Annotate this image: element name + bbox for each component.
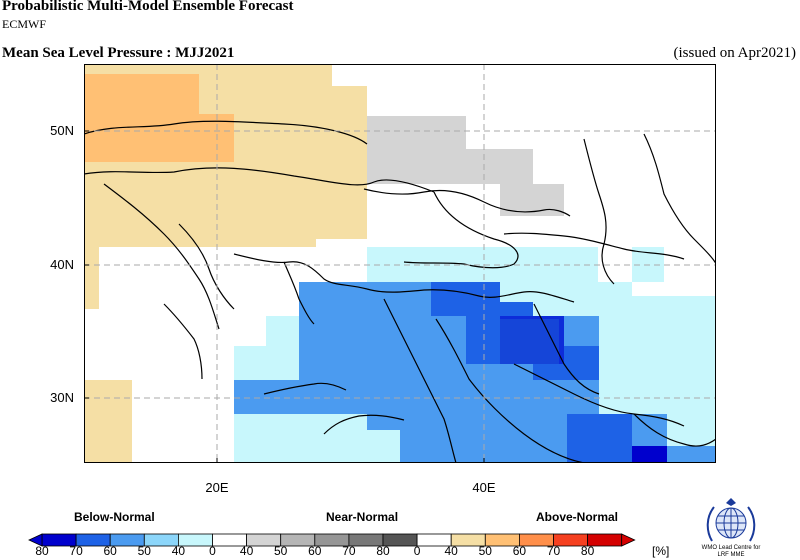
legend-tick-label: 50: [478, 544, 492, 558]
legend-below-normal-label: Below-Normal: [74, 510, 155, 524]
legend-tick-label: 40: [171, 544, 186, 558]
colorbar-right-arrow: [621, 533, 636, 547]
forecast-map: [84, 64, 716, 463]
field-period-title: Mean Sea Level Pressure : MJJ2021: [2, 45, 235, 61]
legend-tick-label: 50: [137, 544, 151, 558]
model-name: ECMWF: [2, 17, 47, 31]
legend-tick-label: 80: [580, 544, 595, 558]
wmo-globe-icon: [706, 498, 756, 542]
legend-tick-label: 0: [209, 544, 216, 558]
lat-label-30n: 30N: [50, 390, 74, 405]
legend-tick-label: 70: [546, 544, 561, 558]
forecast-title: Probabilistic Multi-Model Ensemble Forec…: [2, 0, 294, 14]
lon-label-40e: 40E: [472, 480, 496, 495]
legend-tick-label: 60: [103, 544, 117, 558]
legend-tick-label: 40: [239, 544, 254, 558]
legend-tick-label: 50: [274, 544, 288, 558]
near-normal-region: [367, 116, 564, 216]
axis-ticks: [84, 130, 485, 463]
legend-above-normal-label: Above-Normal: [536, 510, 619, 524]
legend-tick-label: 40: [444, 544, 458, 558]
legend-tick-label: 0: [413, 544, 421, 558]
legend-tick-label: 70: [69, 544, 83, 558]
legend-tick-label: 60: [308, 544, 322, 558]
colorbar-left-arrow: [28, 533, 43, 547]
lat-label-40n: 40N: [50, 257, 74, 272]
legend-tick-label: 80: [35, 544, 49, 558]
wmo-logo-text: WMO Lead Centre for LRF MME: [701, 545, 761, 558]
issued-date: (issued on Apr2021): [673, 45, 797, 61]
lon-label-20e: 20E: [205, 480, 229, 495]
legend-tick-label: 60: [512, 544, 527, 558]
lat-label-50n: 50N: [50, 123, 74, 138]
legend-near-normal-label: Near-Normal: [326, 510, 399, 524]
legend-colorbar: [28, 533, 636, 547]
map-frame: [84, 64, 716, 463]
map-grid: [84, 64, 716, 463]
above-normal-region: [84, 64, 367, 463]
legend-unit: [%]: [652, 544, 670, 558]
legend-tick-label: 80: [376, 544, 390, 558]
legend-tick-label: 70: [342, 544, 356, 558]
